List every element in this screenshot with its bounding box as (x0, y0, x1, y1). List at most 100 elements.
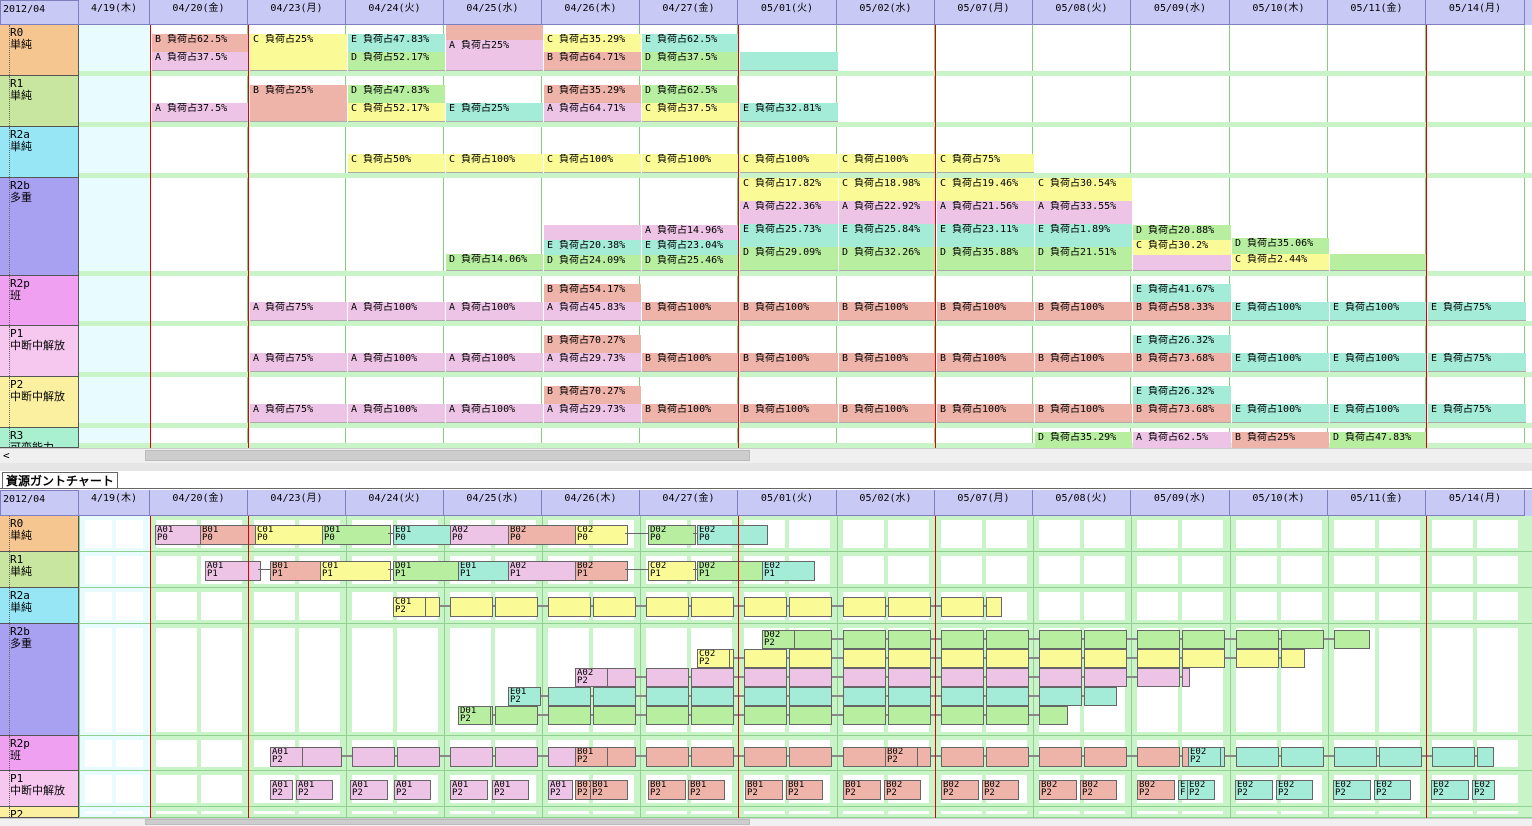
gantt-date-header[interactable]: 04/26(木) (542, 490, 640, 516)
task-segment[interactable] (789, 597, 832, 617)
gantt-task-label[interactable]: D01 P2 (458, 706, 491, 725)
task-segment[interactable] (1281, 649, 1305, 668)
load-bar[interactable]: E 負荷占41.67% (1133, 284, 1231, 303)
task-segment[interactable] (299, 746, 342, 767)
load-bar[interactable] (250, 52, 347, 71)
gantt-date-header[interactable]: 05/09(水) (1131, 490, 1230, 516)
task-segment[interactable] (1084, 687, 1117, 706)
task-segment[interactable] (1039, 706, 1068, 725)
load-bar[interactable]: B 負荷占54.17% (544, 284, 641, 303)
task-segment[interactable] (1182, 630, 1225, 649)
gantt-task[interactable]: E02 P2 (1472, 780, 1495, 800)
task-segment[interactable] (646, 687, 689, 706)
gantt-task[interactable]: B01 P2 (575, 780, 591, 800)
load-resource-label[interactable]: P2 中断中解放 (0, 377, 79, 428)
gantt-task[interactable]: B02 P1 (575, 561, 628, 581)
task-segment[interactable] (843, 630, 886, 649)
task-segment[interactable] (941, 597, 984, 617)
gantt-resource-label[interactable]: R0 単純 (0, 516, 79, 552)
task-segment[interactable] (843, 687, 886, 706)
gantt-task[interactable]: C01 P0 (255, 525, 325, 545)
gantt-task[interactable]: A02 P0 (450, 525, 511, 545)
load-bar[interactable]: D 負荷占35.06% (1232, 238, 1329, 255)
gantt-task[interactable]: B01 P2 (590, 780, 628, 800)
task-segment[interactable] (1137, 630, 1180, 649)
load-bar[interactable]: E 負荷占100% (1232, 302, 1329, 321)
task-segment[interactable] (646, 668, 689, 687)
gantt-task-label[interactable]: A01 P2 (270, 746, 303, 767)
load-date-header[interactable]: 04/25(水) (444, 0, 542, 25)
task-segment[interactable] (789, 649, 832, 668)
load-bar[interactable]: A 負荷占100% (446, 404, 543, 423)
task-segment[interactable] (986, 706, 1029, 725)
gantt-task[interactable]: B01 P2 (648, 780, 686, 800)
load-bar[interactable]: C 負荷占37.5% (642, 103, 739, 122)
gantt-date-header[interactable]: 04/25(水) (444, 490, 542, 516)
gantt-task[interactable]: E02 P2 (1333, 780, 1371, 800)
load-bar[interactable]: E 負荷占1.89% (1035, 224, 1132, 248)
gantt-task-label[interactable]: B02 P2 (885, 746, 918, 767)
load-bar[interactable]: A 負荷占100% (348, 353, 445, 372)
load-bar[interactable]: B 負荷占100% (937, 353, 1034, 372)
load-bar[interactable]: B 負荷占100% (642, 353, 739, 372)
load-bar[interactable]: A 負荷占29.73% (544, 353, 641, 372)
gantt-task-label[interactable]: E01 P2 (508, 687, 541, 706)
load-bar[interactable]: C 負荷占30.54% (1035, 178, 1132, 202)
task-segment[interactable] (1039, 746, 1082, 767)
load-bar[interactable]: A 負荷占75% (250, 302, 347, 321)
task-segment[interactable] (1039, 630, 1082, 649)
gantt-task[interactable]: A01 P1 (205, 561, 261, 581)
gantt-task[interactable]: E02 P2 (1431, 780, 1469, 800)
load-bar[interactable]: B 負荷占58.33% (1133, 302, 1231, 321)
gantt-task[interactable]: B02 P2 (941, 780, 979, 800)
task-segment[interactable] (1084, 630, 1127, 649)
task-segment[interactable] (1432, 746, 1475, 767)
gantt-task[interactable]: B01 P2 (688, 780, 725, 800)
task-segment[interactable] (843, 597, 886, 617)
load-bar[interactable]: C 負荷占100% (839, 154, 936, 173)
gantt-task[interactable]: A01 P2 (394, 780, 431, 800)
task-segment[interactable] (1137, 649, 1180, 668)
load-date-header[interactable]: 04/23(月) (248, 0, 346, 25)
task-segment[interactable] (888, 649, 931, 668)
gantt-task[interactable]: E01 P1 (458, 561, 511, 581)
load-bar[interactable]: B 負荷占100% (1035, 404, 1132, 423)
load-bar[interactable]: A 負荷占21.56% (937, 201, 1034, 225)
load-bar[interactable]: A 負荷占100% (348, 302, 445, 321)
task-segment[interactable] (843, 746, 886, 767)
task-segment[interactable] (646, 746, 689, 767)
gantt-task[interactable]: A01 P2 (270, 780, 293, 800)
load-bar[interactable] (740, 52, 838, 71)
gantt-date-header[interactable]: 05/14(月) (1426, 490, 1525, 516)
task-segment[interactable] (1477, 746, 1494, 767)
gantt-resource-label[interactable]: R1 単純 (0, 552, 79, 588)
load-bar[interactable]: B 負荷占25% (250, 85, 347, 104)
load-date-header[interactable]: 05/14(月) (1426, 0, 1525, 25)
task-segment[interactable] (843, 706, 886, 725)
task-segment[interactable] (397, 746, 440, 767)
load-bar[interactable]: B 負荷占62.5% (152, 34, 249, 53)
scroll-left-arrow-icon[interactable]: < (3, 449, 10, 462)
load-bar[interactable]: E 負荷占25.73% (740, 224, 838, 248)
load-date-header[interactable]: 04/20(金) (150, 0, 248, 25)
task-segment[interactable] (495, 746, 538, 767)
task-segment[interactable] (548, 746, 577, 767)
load-bar[interactable]: E 負荷占100% (1232, 404, 1329, 423)
task-segment[interactable] (593, 706, 636, 725)
load-bar[interactable]: E 負荷占26.32% (1133, 386, 1231, 405)
load-resource-label[interactable]: R3 可変能力 (0, 428, 79, 448)
gantt-task-label[interactable]: B01 P2 (575, 746, 608, 767)
load-bar[interactable]: C 負荷占35.29% (544, 34, 641, 53)
gantt-task[interactable]: B02 P2 (1080, 780, 1117, 800)
gantt-resource-label[interactable]: R2a 単純 (0, 588, 79, 624)
gantt-resource-label[interactable]: R2b 多重 (0, 624, 79, 736)
gantt-task-label[interactable]: E02 P2 (1188, 746, 1221, 767)
gantt-task[interactable]: E02 P2 (1235, 780, 1273, 800)
load-bar[interactable]: A 負荷占14.96% (642, 225, 739, 241)
gantt-task[interactable]: A01 P2 (548, 780, 573, 800)
load-bar[interactable]: B 負荷占100% (740, 353, 838, 372)
load-bar[interactable]: C 負荷占25% (250, 34, 347, 53)
task-segment[interactable] (888, 687, 931, 706)
gantt-date-header[interactable]: 05/10(木) (1230, 490, 1328, 516)
